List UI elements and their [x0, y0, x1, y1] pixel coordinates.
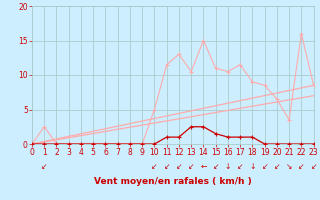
- Text: ↙: ↙: [176, 162, 182, 171]
- Text: ↓: ↓: [249, 162, 256, 171]
- Text: ↙: ↙: [164, 162, 170, 171]
- Text: ↙: ↙: [212, 162, 219, 171]
- Text: ↓: ↓: [225, 162, 231, 171]
- Text: ↙: ↙: [261, 162, 268, 171]
- Text: ↘: ↘: [286, 162, 292, 171]
- Text: ↙: ↙: [237, 162, 243, 171]
- Text: ↙: ↙: [41, 162, 47, 171]
- Text: ↙: ↙: [151, 162, 158, 171]
- Text: ↙: ↙: [298, 162, 305, 171]
- Text: ↙: ↙: [188, 162, 194, 171]
- Text: ↙: ↙: [310, 162, 317, 171]
- X-axis label: Vent moyen/en rafales ( km/h ): Vent moyen/en rafales ( km/h ): [94, 177, 252, 186]
- Text: ←: ←: [200, 162, 207, 171]
- Text: ↙: ↙: [274, 162, 280, 171]
